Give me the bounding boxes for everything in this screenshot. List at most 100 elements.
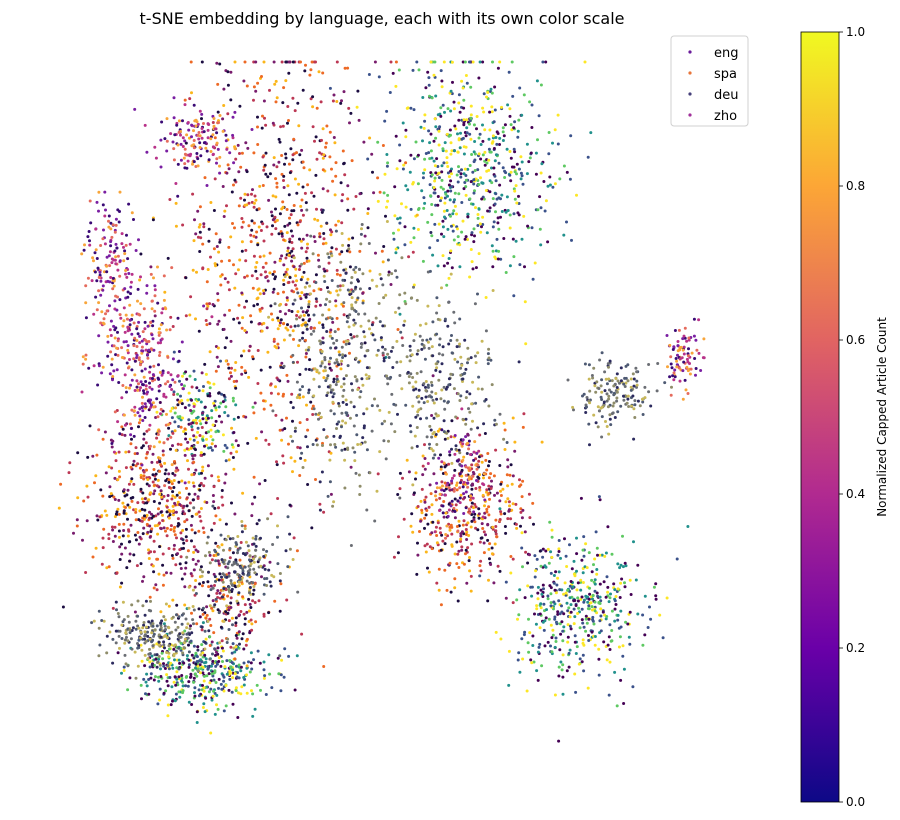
scatter-point — [591, 615, 595, 619]
scatter-point — [421, 259, 425, 263]
scatter-point — [361, 272, 365, 276]
scatter-point — [197, 389, 201, 393]
scatter-point — [520, 516, 524, 520]
scatter-point — [498, 518, 502, 521]
scatter-point — [169, 315, 173, 319]
scatter-point — [324, 303, 327, 307]
scatter-point — [470, 501, 474, 505]
scatter-point — [354, 265, 358, 269]
scatter-point — [408, 359, 412, 363]
scatter-point — [541, 555, 545, 559]
scatter-point — [144, 405, 148, 409]
scatter-point — [145, 625, 148, 629]
scatter-point — [607, 432, 611, 436]
scatter-point — [222, 679, 226, 683]
scatter-point — [452, 387, 456, 391]
scatter-point — [578, 626, 582, 630]
scatter-point — [129, 465, 133, 469]
scatter-point — [128, 631, 132, 635]
scatter-point — [466, 546, 470, 550]
scatter-point — [340, 345, 344, 349]
scatter-point — [254, 544, 258, 548]
scatter-point — [406, 370, 410, 374]
scatter-point — [177, 615, 181, 619]
scatter-point — [342, 301, 346, 305]
scatter-point — [108, 495, 112, 499]
scatter-point — [220, 639, 224, 643]
scatter-point — [262, 254, 266, 258]
scatter-point — [149, 599, 152, 603]
scatter-point — [517, 651, 521, 655]
scatter-point — [267, 198, 271, 202]
scatter-point — [200, 628, 204, 632]
scatter-point — [259, 229, 263, 232]
scatter-point — [544, 616, 548, 620]
scatter-point — [597, 673, 601, 677]
scatter-point — [397, 68, 401, 72]
scatter-point — [173, 525, 177, 529]
scatter-point — [239, 665, 243, 669]
scatter-point — [91, 555, 95, 559]
scatter-point — [168, 513, 172, 517]
scatter-point — [435, 157, 439, 161]
scatter-point — [133, 533, 137, 537]
scatter-point — [568, 624, 572, 628]
scatter-point — [306, 483, 310, 486]
scatter-point — [536, 138, 539, 142]
scatter-point — [230, 501, 233, 505]
scatter-point — [523, 596, 527, 600]
scatter-point — [470, 153, 474, 156]
scatter-point — [340, 385, 343, 389]
scatter-point — [105, 513, 109, 517]
scatter-point — [436, 414, 440, 418]
scatter-point — [616, 562, 620, 566]
scatter-point — [193, 694, 197, 698]
scatter-point — [617, 645, 621, 649]
scatter-point — [255, 230, 259, 234]
scatter-point — [468, 410, 472, 414]
scatter-point — [271, 194, 275, 198]
scatter-point — [182, 430, 186, 433]
scatter-point — [479, 569, 483, 573]
scatter-point — [481, 493, 485, 497]
scatter-point — [268, 88, 271, 92]
scatter-point — [329, 356, 332, 360]
scatter-point — [99, 488, 103, 492]
scatter-point — [582, 554, 586, 558]
scatter-point — [192, 506, 196, 510]
scatter-point — [634, 366, 638, 370]
scatter-point — [213, 691, 217, 695]
scatter-point — [579, 580, 583, 584]
scatter-point — [190, 385, 194, 389]
scatter-point — [571, 405, 575, 409]
scatter-point — [341, 356, 345, 359]
scatter-point — [262, 592, 266, 596]
scatter-point — [458, 399, 462, 402]
scatter-point — [118, 535, 121, 539]
scatter-point — [457, 448, 461, 452]
scatter-point — [287, 162, 291, 166]
scatter-point — [520, 637, 524, 641]
scatter-point — [168, 198, 172, 201]
scatter-point — [568, 543, 571, 547]
scatter-point — [173, 501, 177, 505]
scatter-point — [546, 240, 550, 244]
scatter-point — [181, 684, 185, 688]
scatter-point — [616, 379, 620, 383]
scatter-point — [309, 68, 313, 72]
scatter-point — [232, 380, 236, 383]
scatter-point — [402, 163, 406, 167]
scatter-point — [363, 341, 367, 345]
scatter-point — [449, 169, 453, 173]
scatter-point — [139, 683, 143, 687]
scatter-point — [164, 529, 167, 533]
scatter-point — [641, 397, 645, 401]
scatter-point — [187, 391, 191, 395]
scatter-point — [616, 410, 620, 414]
scatter-point — [615, 704, 619, 708]
scatter-point — [635, 383, 639, 387]
scatter-point — [441, 353, 445, 357]
scatter-point — [181, 538, 185, 542]
scatter-point — [338, 273, 342, 277]
scatter-point — [333, 141, 337, 145]
